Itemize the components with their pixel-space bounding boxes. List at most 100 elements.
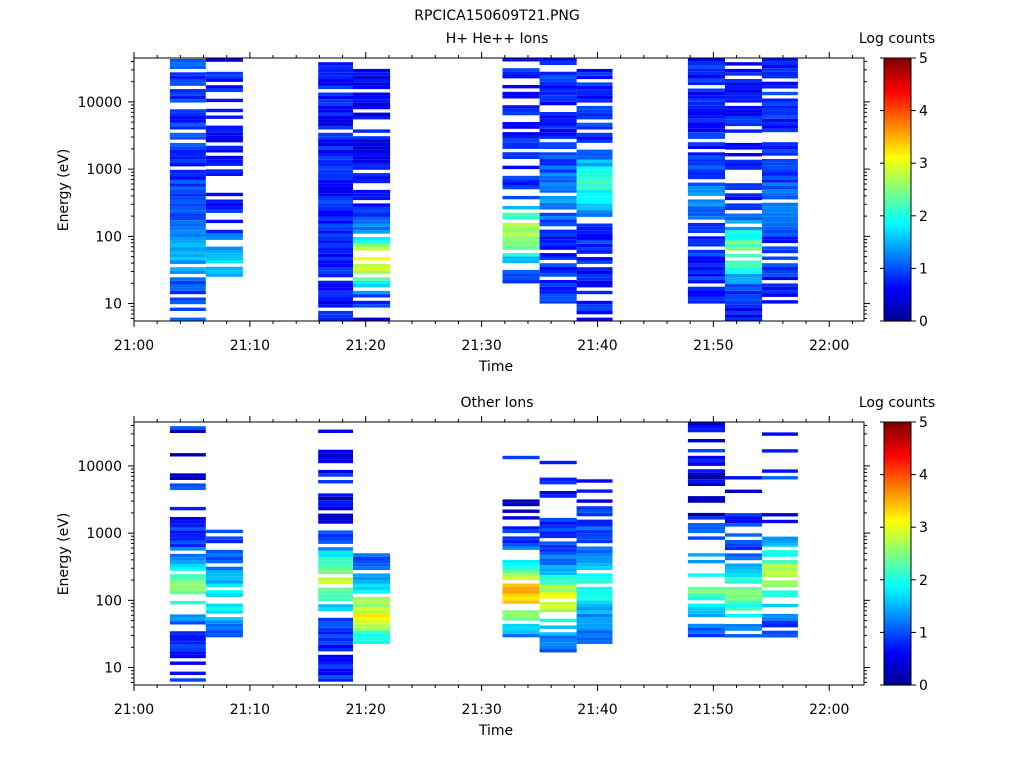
colorbar-segment — [884, 422, 911, 425]
heatmap-cell — [205, 266, 243, 271]
heatmap-cell — [687, 226, 725, 230]
heatmap-cell — [725, 253, 763, 258]
heatmap-cell — [539, 98, 577, 102]
heatmap-cell — [318, 267, 353, 271]
colorbar-segment — [884, 136, 911, 140]
colorbar-tick-label: 2 — [919, 209, 928, 225]
colorbar-segment — [884, 489, 911, 493]
heatmap-cell — [576, 637, 613, 641]
heatmap-cell — [353, 583, 391, 587]
colorbar-tick-label: 3 — [919, 156, 928, 172]
heatmap-cell — [318, 142, 353, 147]
heatmap-cell — [169, 82, 206, 86]
heatmap-cell — [205, 549, 243, 554]
heatmap-cell — [539, 61, 577, 65]
heatmap-cell — [576, 556, 613, 560]
colorbar-segment — [884, 660, 911, 664]
heatmap-cell — [725, 297, 763, 301]
colorbar-segment — [884, 649, 911, 653]
heatmap-cell — [205, 623, 243, 628]
heatmap-cell — [687, 81, 725, 86]
heatmap-cell — [205, 85, 243, 89]
heatmap-cell — [205, 58, 243, 62]
heatmap-cell — [502, 105, 540, 109]
heatmap-cell — [725, 519, 763, 524]
colorbar-segment — [884, 75, 911, 79]
heatmap-cell — [318, 126, 353, 130]
heatmap-cell — [502, 132, 540, 136]
colorbar-segment — [884, 228, 911, 232]
heatmap-cell — [687, 236, 725, 240]
heatmap-cell — [539, 618, 577, 623]
heatmap-cell — [318, 156, 353, 160]
colorbar-segment — [884, 248, 911, 252]
heatmap-cell — [318, 82, 353, 86]
colorbar-segment — [884, 123, 911, 127]
heatmap-cell — [318, 149, 353, 153]
heatmap-cell — [539, 481, 577, 485]
heatmap-cell — [687, 58, 725, 62]
colorbar-segment — [884, 130, 911, 134]
heatmap-cell — [762, 613, 798, 618]
colorbar-segment — [884, 432, 911, 436]
heatmap-cell — [169, 233, 206, 237]
colorbar-segment — [884, 316, 911, 320]
heatmap-cell — [318, 671, 353, 675]
heatmap-cell — [539, 128, 577, 133]
heatmap-cell — [205, 603, 243, 607]
colorbar-segment — [884, 632, 911, 636]
heatmap-cell — [725, 300, 763, 305]
heatmap-cell — [169, 473, 206, 477]
heatmap-cell — [318, 189, 353, 194]
heatmap-cell — [762, 580, 798, 584]
colorbar-segment — [884, 86, 911, 90]
heatmap-cell — [762, 286, 798, 291]
heatmap-cell — [762, 196, 798, 200]
heatmap-cell — [169, 553, 206, 558]
colorbar-segment — [884, 544, 911, 548]
heatmap-cell — [318, 250, 353, 254]
heatmap-cell — [576, 523, 613, 527]
heatmap-cell — [169, 280, 206, 285]
heatmap-cell — [725, 159, 763, 164]
heatmap-cell — [576, 136, 613, 140]
colorbar-segment — [884, 117, 911, 120]
heatmap-cell — [576, 68, 613, 73]
heatmap-cell — [687, 459, 725, 463]
colorbar-segment — [884, 457, 911, 460]
heatmap-cell — [539, 632, 577, 636]
heatmap-cell — [725, 317, 763, 321]
heatmap-cell — [762, 105, 798, 109]
heatmap-cell — [725, 240, 763, 244]
heatmap-cell — [318, 79, 353, 83]
heatmap-cell — [318, 648, 353, 652]
x-tick-label: 21:10 — [230, 702, 270, 718]
colorbar: 0 1 2 3 4 5 — [880, 415, 928, 694]
heatmap-cell — [687, 169, 725, 173]
colorbar-segment — [884, 586, 911, 590]
heatmap-cell — [169, 527, 206, 531]
colorbar-segment — [884, 610, 911, 614]
heatmap-cell — [762, 58, 798, 62]
heatmap-cell — [762, 233, 798, 237]
heatmap-cell — [576, 75, 613, 80]
heatmap-cell — [318, 68, 353, 73]
heatmap-cell — [762, 226, 798, 230]
heatmap-cell — [318, 116, 353, 120]
heatmap-cell — [687, 516, 725, 520]
heatmap-cell — [318, 627, 353, 632]
heatmap-cell — [502, 276, 540, 280]
heatmap-cell — [318, 139, 353, 143]
heatmap-cell — [318, 587, 353, 591]
heatmap-cell — [169, 567, 206, 571]
colorbar-segment — [884, 590, 911, 594]
heatmap-cell — [318, 196, 353, 201]
heatmap-cell — [318, 247, 353, 251]
heatmap-cell — [169, 574, 206, 578]
heatmap-cell — [205, 590, 243, 594]
heatmap-cell — [318, 216, 353, 221]
heatmap-cell — [539, 524, 577, 528]
x-tick-label: 21:40 — [577, 338, 617, 354]
heatmap-cell — [318, 503, 353, 507]
heatmap-cell — [687, 296, 725, 301]
